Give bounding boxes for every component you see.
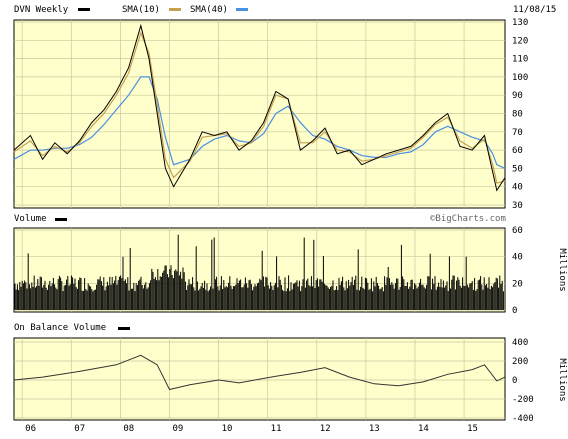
price-y-axis: 30 40 50 60 70 80 90 100 110 120 130 (512, 18, 528, 211)
y-tick-label: 80 (512, 110, 523, 120)
sma10-line (13, 31, 506, 184)
y-tick-label: 50 (512, 164, 523, 174)
y-tick-label: 0 (512, 376, 517, 386)
sma40-swatch (236, 8, 248, 11)
y-tick-label: 40 (512, 183, 523, 193)
y-tick-label: 130 (512, 18, 528, 28)
x-tick-label: 07 (74, 424, 85, 434)
volume-bars (14, 234, 504, 310)
x-tick-label: 12 (320, 424, 331, 434)
obv-y-axis: -400 -200 0 200 400 (512, 338, 534, 424)
y-tick-label: 40 (512, 253, 523, 263)
obv-title: On Balance Volume (14, 323, 106, 333)
obv-grid (14, 338, 505, 420)
y-tick-label: 30 (512, 201, 523, 211)
sma10-label: SMA(10) (122, 5, 160, 15)
y-tick-label: 110 (512, 55, 528, 65)
x-tick-label: 14 (418, 424, 429, 434)
x-tick-label: 06 (25, 424, 36, 434)
price-swatch (78, 8, 90, 11)
sma40-line (13, 76, 506, 169)
obv-unit-label: Millions (557, 358, 567, 401)
x-tick-label: 10 (222, 424, 233, 434)
x-tick-label: 08 (123, 424, 134, 434)
y-tick-label: 60 (512, 146, 523, 156)
y-tick-label: 20 (512, 279, 523, 289)
bigcharts-credit: ©BigCharts.com (430, 214, 506, 224)
obv-swatch (118, 327, 130, 330)
price-grid (14, 20, 505, 208)
y-tick-label: 100 (512, 73, 528, 83)
y-tick-label: 200 (512, 357, 528, 367)
y-tick-label: 0 (512, 306, 517, 316)
y-tick-label: 400 (512, 338, 528, 348)
y-tick-label: 70 (512, 128, 523, 138)
x-tick-label: 15 (467, 424, 478, 434)
chart-date: 11/08/15 (513, 5, 556, 15)
y-tick-label: -400 (512, 414, 534, 424)
x-tick-label: 11 (271, 424, 282, 434)
y-tick-label: 60 (512, 226, 523, 236)
price-panel (13, 19, 506, 209)
symbol-label: DVN Weekly (14, 5, 69, 15)
volume-swatch (55, 218, 67, 221)
x-tick-label: 13 (369, 424, 380, 434)
x-tick-label: 09 (172, 424, 183, 434)
sma10-swatch (169, 8, 181, 11)
volume-y-axis: 0 20 40 60 (512, 226, 523, 316)
price-line (13, 23, 506, 192)
volume-title: Volume (14, 214, 47, 224)
y-tick-label: -200 (512, 395, 534, 405)
y-tick-label: 120 (512, 36, 528, 46)
x-axis: 06 07 08 09 10 11 12 13 14 15 (25, 424, 478, 434)
sma40-label: SMA(40) (190, 5, 228, 15)
volume-unit-label: Millions (557, 248, 567, 291)
y-tick-label: 90 (512, 91, 523, 101)
obv-line (13, 354, 506, 391)
